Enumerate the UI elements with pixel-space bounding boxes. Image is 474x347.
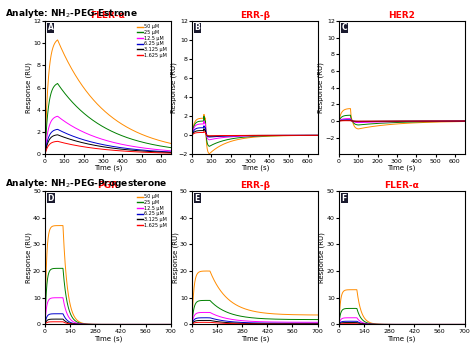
Title: FLER-α: FLER-α [384,181,419,190]
Text: B: B [194,24,200,33]
X-axis label: Time (s): Time (s) [241,335,269,341]
Y-axis label: Response (RU): Response (RU) [25,232,32,283]
Text: Analyte: NH$_2$-PEG-Progesterone: Analyte: NH$_2$-PEG-Progesterone [5,177,167,190]
X-axis label: Time (s): Time (s) [388,335,416,341]
Y-axis label: Response (RU): Response (RU) [171,62,177,113]
Text: D: D [47,194,54,203]
Y-axis label: Response (RU): Response (RU) [319,232,326,283]
Text: E: E [194,194,200,203]
Text: F: F [341,194,346,203]
Text: A: A [47,24,54,33]
X-axis label: Time (s): Time (s) [241,165,269,171]
X-axis label: Time (s): Time (s) [94,165,122,171]
Y-axis label: Response (RU): Response (RU) [25,62,32,113]
Title: ERR-β: ERR-β [240,11,270,20]
Text: Analyte: NH$_2$-PEG-Estrone: Analyte: NH$_2$-PEG-Estrone [5,7,137,20]
X-axis label: Time (s): Time (s) [94,335,122,341]
Legend: 50 μM, 25 μM, 12.5 μM, 6.25 μM, 3.125 μM, 1.625 μM: 50 μM, 25 μM, 12.5 μM, 6.25 μM, 3.125 μM… [136,23,168,59]
Text: C: C [341,24,347,33]
Legend: 50 μM, 25 μM, 12.5 μM, 6.25 μM, 3.125 μM, 1.625 μM: 50 μM, 25 μM, 12.5 μM, 6.25 μM, 3.125 μM… [136,193,168,229]
Title: PGR: PGR [97,181,118,190]
X-axis label: Time (s): Time (s) [388,165,416,171]
Y-axis label: Response (RU): Response (RU) [318,62,324,113]
Title: FLER-α: FLER-α [91,11,125,20]
Title: ERR-β: ERR-β [240,181,270,190]
Y-axis label: Response (RU): Response (RU) [172,232,179,283]
Title: HER2: HER2 [388,11,415,20]
